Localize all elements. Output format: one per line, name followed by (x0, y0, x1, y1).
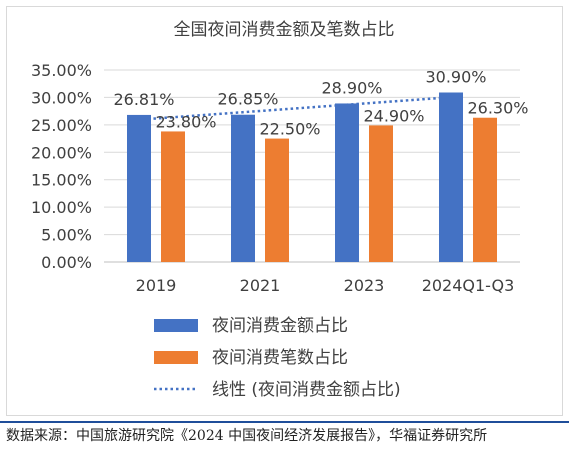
bars (127, 92, 497, 263)
y-tick-label: 25.00% (31, 116, 92, 135)
bar-count (369, 125, 393, 262)
x-tick-label: 2019 (136, 276, 177, 295)
legend-label: 线性 (夜间消费金额占比) (212, 380, 401, 400)
chart-title: 全国夜间消费金额及笔数占比 (174, 20, 395, 40)
y-tick-label: 0.00% (41, 253, 92, 272)
bar-count (161, 131, 185, 262)
bar-amount (335, 103, 359, 262)
trendline-layer (136, 95, 458, 122)
bar-amount (127, 114, 151, 262)
y-tick-label: 20.00% (31, 143, 92, 162)
bar-count (265, 138, 289, 262)
legend-label: 夜间消费金额占比 (212, 316, 348, 336)
legend-swatch-count (154, 351, 198, 364)
trendline (136, 95, 458, 122)
data-label-count: 23.80% (155, 112, 216, 131)
y-axis-ticks: 0.00% 5.00% 10.00% 15.00% 20.00% 25.00% 30.00%… (31, 61, 92, 272)
data-label-amount: 30.90% (425, 67, 486, 86)
legend-label: 夜间消费笔数占比 (212, 348, 348, 368)
x-tick-label: 2024Q1-Q3 (422, 276, 515, 295)
y-tick-label: 10.00% (31, 198, 92, 217)
data-label-count: 26.30% (467, 99, 528, 118)
data-labels: 26.81% 23.80%26.85% 22.50% 28.90% 24.90% 30.9… (113, 67, 528, 138)
x-tick-label: 2021 (240, 276, 281, 295)
data-label-amount: 28.90% (321, 78, 382, 97)
x-axis-ticks: 2019 2021 2023 2024Q1-Q3 (136, 276, 515, 295)
legend-swatch-amount (154, 319, 198, 332)
y-tick-label: 5.00% (41, 226, 92, 245)
x-tick-label: 2023 (344, 276, 385, 295)
data-label-amount: 26.85% (217, 90, 278, 109)
data-label-amount: 26.81% (113, 90, 174, 109)
data-label-count: 22.50% (259, 120, 320, 139)
y-tick-label: 15.00% (31, 171, 92, 190)
source-note: 数据来源：中国旅游研究院《2024 中国夜间经济发展报告》，华福证券研究所 (6, 428, 488, 444)
y-tick-label: 35.00% (31, 61, 92, 80)
y-tick-label: 30.00% (31, 88, 92, 107)
chart: 全国夜间消费金额及笔数占比 0.00% 5.00% 10.00% 15.00% 20.0… (31, 20, 529, 400)
data-label-count: 24.90% (363, 106, 424, 125)
bar-amount (231, 114, 255, 262)
footer-rule (0, 421, 569, 423)
bar-amount (439, 92, 463, 263)
bar-count (473, 117, 497, 263)
